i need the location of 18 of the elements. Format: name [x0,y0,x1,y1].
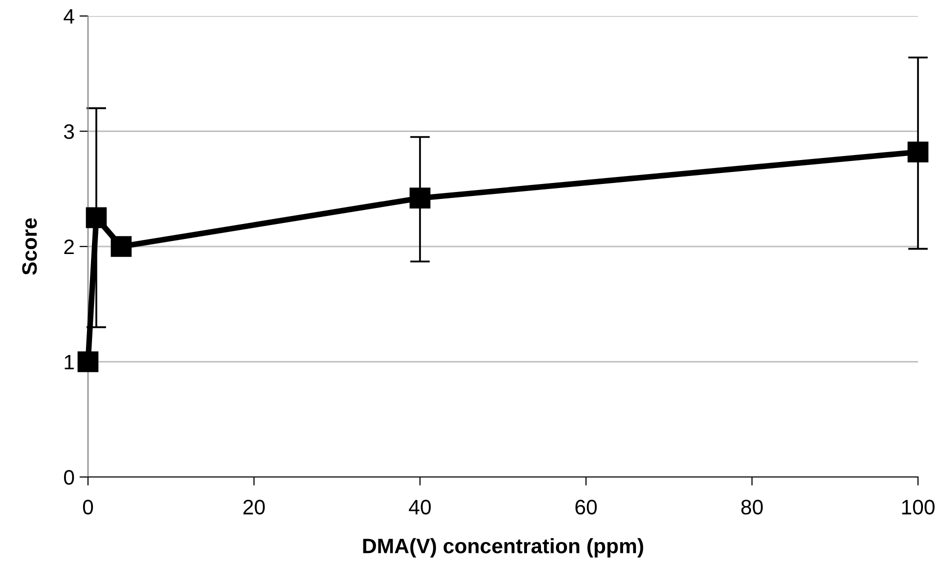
x-tick-label: 60 [575,500,597,515]
point [86,207,107,228]
x-tick-label: 0 [83,500,93,515]
y-tick-label: 2 [64,240,74,254]
y-tick-label: 4 [64,9,74,24]
x-tick-label: 40 [408,500,431,515]
y-axis-title: Score [22,218,37,275]
x-tick-label: 80 [741,500,763,515]
y-tick-label: 0 [64,470,74,485]
y-tick-label: 1 [64,354,74,370]
x-axis-title: DMA(V) concentration (ppm) [363,538,644,558]
point [410,188,430,209]
x-tick-label: 20 [243,500,265,515]
x-tick-label: 100 [902,500,935,515]
point [78,351,98,372]
point [110,236,132,257]
y-tick-label: 3 [64,124,74,140]
point [908,142,928,162]
